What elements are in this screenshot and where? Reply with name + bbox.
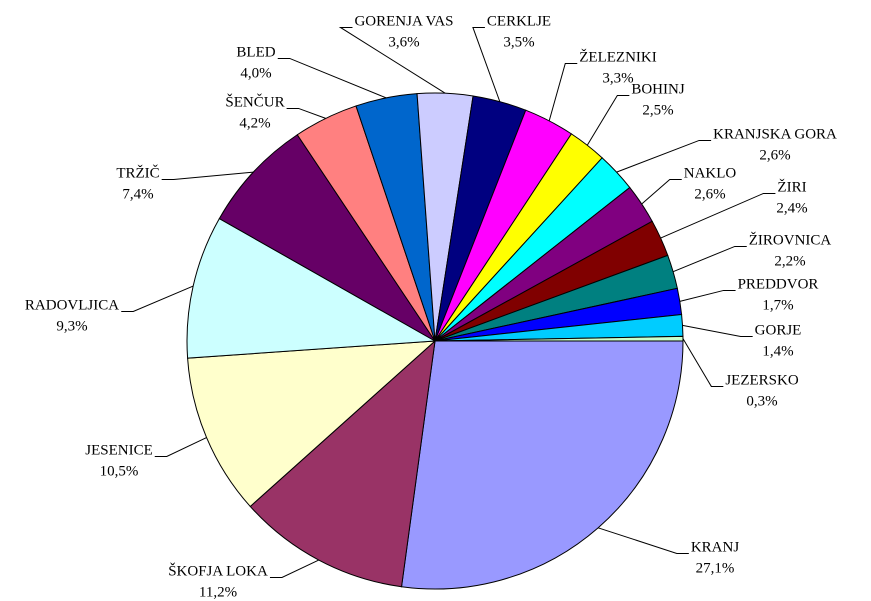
pie-slice — [187, 340, 437, 508]
slice-label: ŠENČUR — [225, 93, 284, 110]
slice-label: ŽIRI — [777, 178, 806, 195]
slice-value-label: 4,2% — [239, 115, 270, 131]
slice-label: ŠKOFJA LOKA — [168, 562, 268, 579]
slice-label: ŽELEZNIKI — [579, 48, 656, 65]
slice-label: GORJE — [755, 322, 802, 338]
slice-value-label: 4,0% — [240, 65, 271, 81]
slice-value-label: 3,6% — [388, 34, 419, 50]
slice-label: KRANJ — [691, 539, 740, 555]
leader-line — [679, 289, 736, 302]
pie-slice — [400, 340, 684, 590]
slice-value-label: 0,3% — [746, 393, 777, 409]
slice-label: BLED — [236, 44, 275, 60]
slice-value-label: 3,5% — [503, 34, 534, 50]
slice-value-label: 3,3% — [602, 70, 633, 86]
leader-line — [338, 26, 446, 94]
slice-label: JEZERSKO — [725, 372, 799, 388]
leader-line — [286, 107, 326, 119]
slice-label: JESENICE — [85, 442, 153, 458]
slice-value-label: 9,3% — [56, 318, 87, 334]
leader-line — [121, 285, 194, 312]
slice-label: KRANJSKA GORA — [713, 126, 837, 142]
leader-line — [472, 26, 501, 102]
slice-value-label: 27,1% — [696, 560, 735, 576]
slice-label: PREDDVOR — [738, 276, 819, 292]
leader-line — [269, 559, 319, 578]
leader-line — [161, 171, 254, 180]
leader-line — [672, 245, 747, 273]
slice-label: CERKLJE — [487, 13, 551, 29]
leader-line — [616, 139, 712, 173]
pie-slice — [218, 134, 436, 342]
leader-line — [277, 57, 387, 99]
slice-value-label: 1,4% — [762, 343, 793, 359]
slice-value-label: 10,5% — [100, 463, 139, 479]
slice-value-label: 11,2% — [199, 584, 237, 600]
slice-value-label: 2,6% — [694, 186, 725, 202]
slice-value-label: 2,5% — [642, 102, 673, 118]
leader-line — [682, 338, 724, 387]
leader-line — [548, 62, 578, 121]
slice-label: RADOVLJICA — [25, 297, 119, 313]
slice-label: GORENJA VAS — [354, 13, 453, 29]
slice-value-label: 2,6% — [759, 147, 790, 163]
leader-line — [586, 94, 630, 146]
leader-line — [682, 324, 753, 337]
leader-line — [154, 437, 207, 457]
slice-value-label: 2,4% — [776, 200, 807, 216]
slice-value-label: 1,7% — [762, 297, 793, 313]
slice-value-label: 2,2% — [774, 253, 805, 269]
slice-value-label: 7,4% — [122, 186, 153, 202]
slice-label: NAKLO — [684, 165, 737, 181]
slice-label: ŽIROVNICA — [749, 231, 832, 248]
slice-label: TRŽIČ — [116, 164, 159, 181]
leader-line — [597, 527, 689, 554]
pie-slice — [434, 335, 684, 342]
leader-line — [660, 192, 776, 239]
leader-line — [641, 178, 682, 205]
slice-label: BOHINJ — [631, 81, 684, 97]
